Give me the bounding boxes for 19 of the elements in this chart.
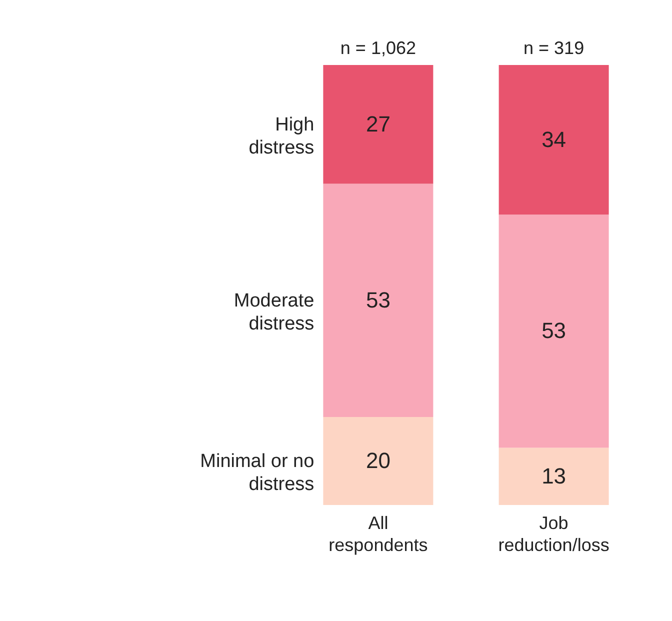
data-label: 27 [366, 111, 390, 136]
series-label: High distress [248, 114, 314, 158]
data-label: 13 [542, 463, 566, 488]
x-tick-label: Job reduction/loss [498, 513, 610, 555]
data-label: 34 [542, 126, 566, 152]
data-label: 53 [366, 287, 390, 312]
data-label: 20 [366, 448, 390, 473]
bar [498, 65, 609, 215]
bar [323, 184, 434, 417]
bar [323, 417, 434, 505]
bar [323, 65, 434, 184]
bar [498, 448, 609, 505]
x-tick-label: All respondents [328, 513, 428, 555]
text: n = 319 [524, 38, 584, 58]
text: n = 1,062 [340, 38, 416, 58]
series-label: Minimal or no distress [200, 451, 314, 495]
series-label: Moderate distress [234, 290, 314, 334]
data-label: 53 [542, 318, 566, 344]
bar [498, 214, 609, 448]
